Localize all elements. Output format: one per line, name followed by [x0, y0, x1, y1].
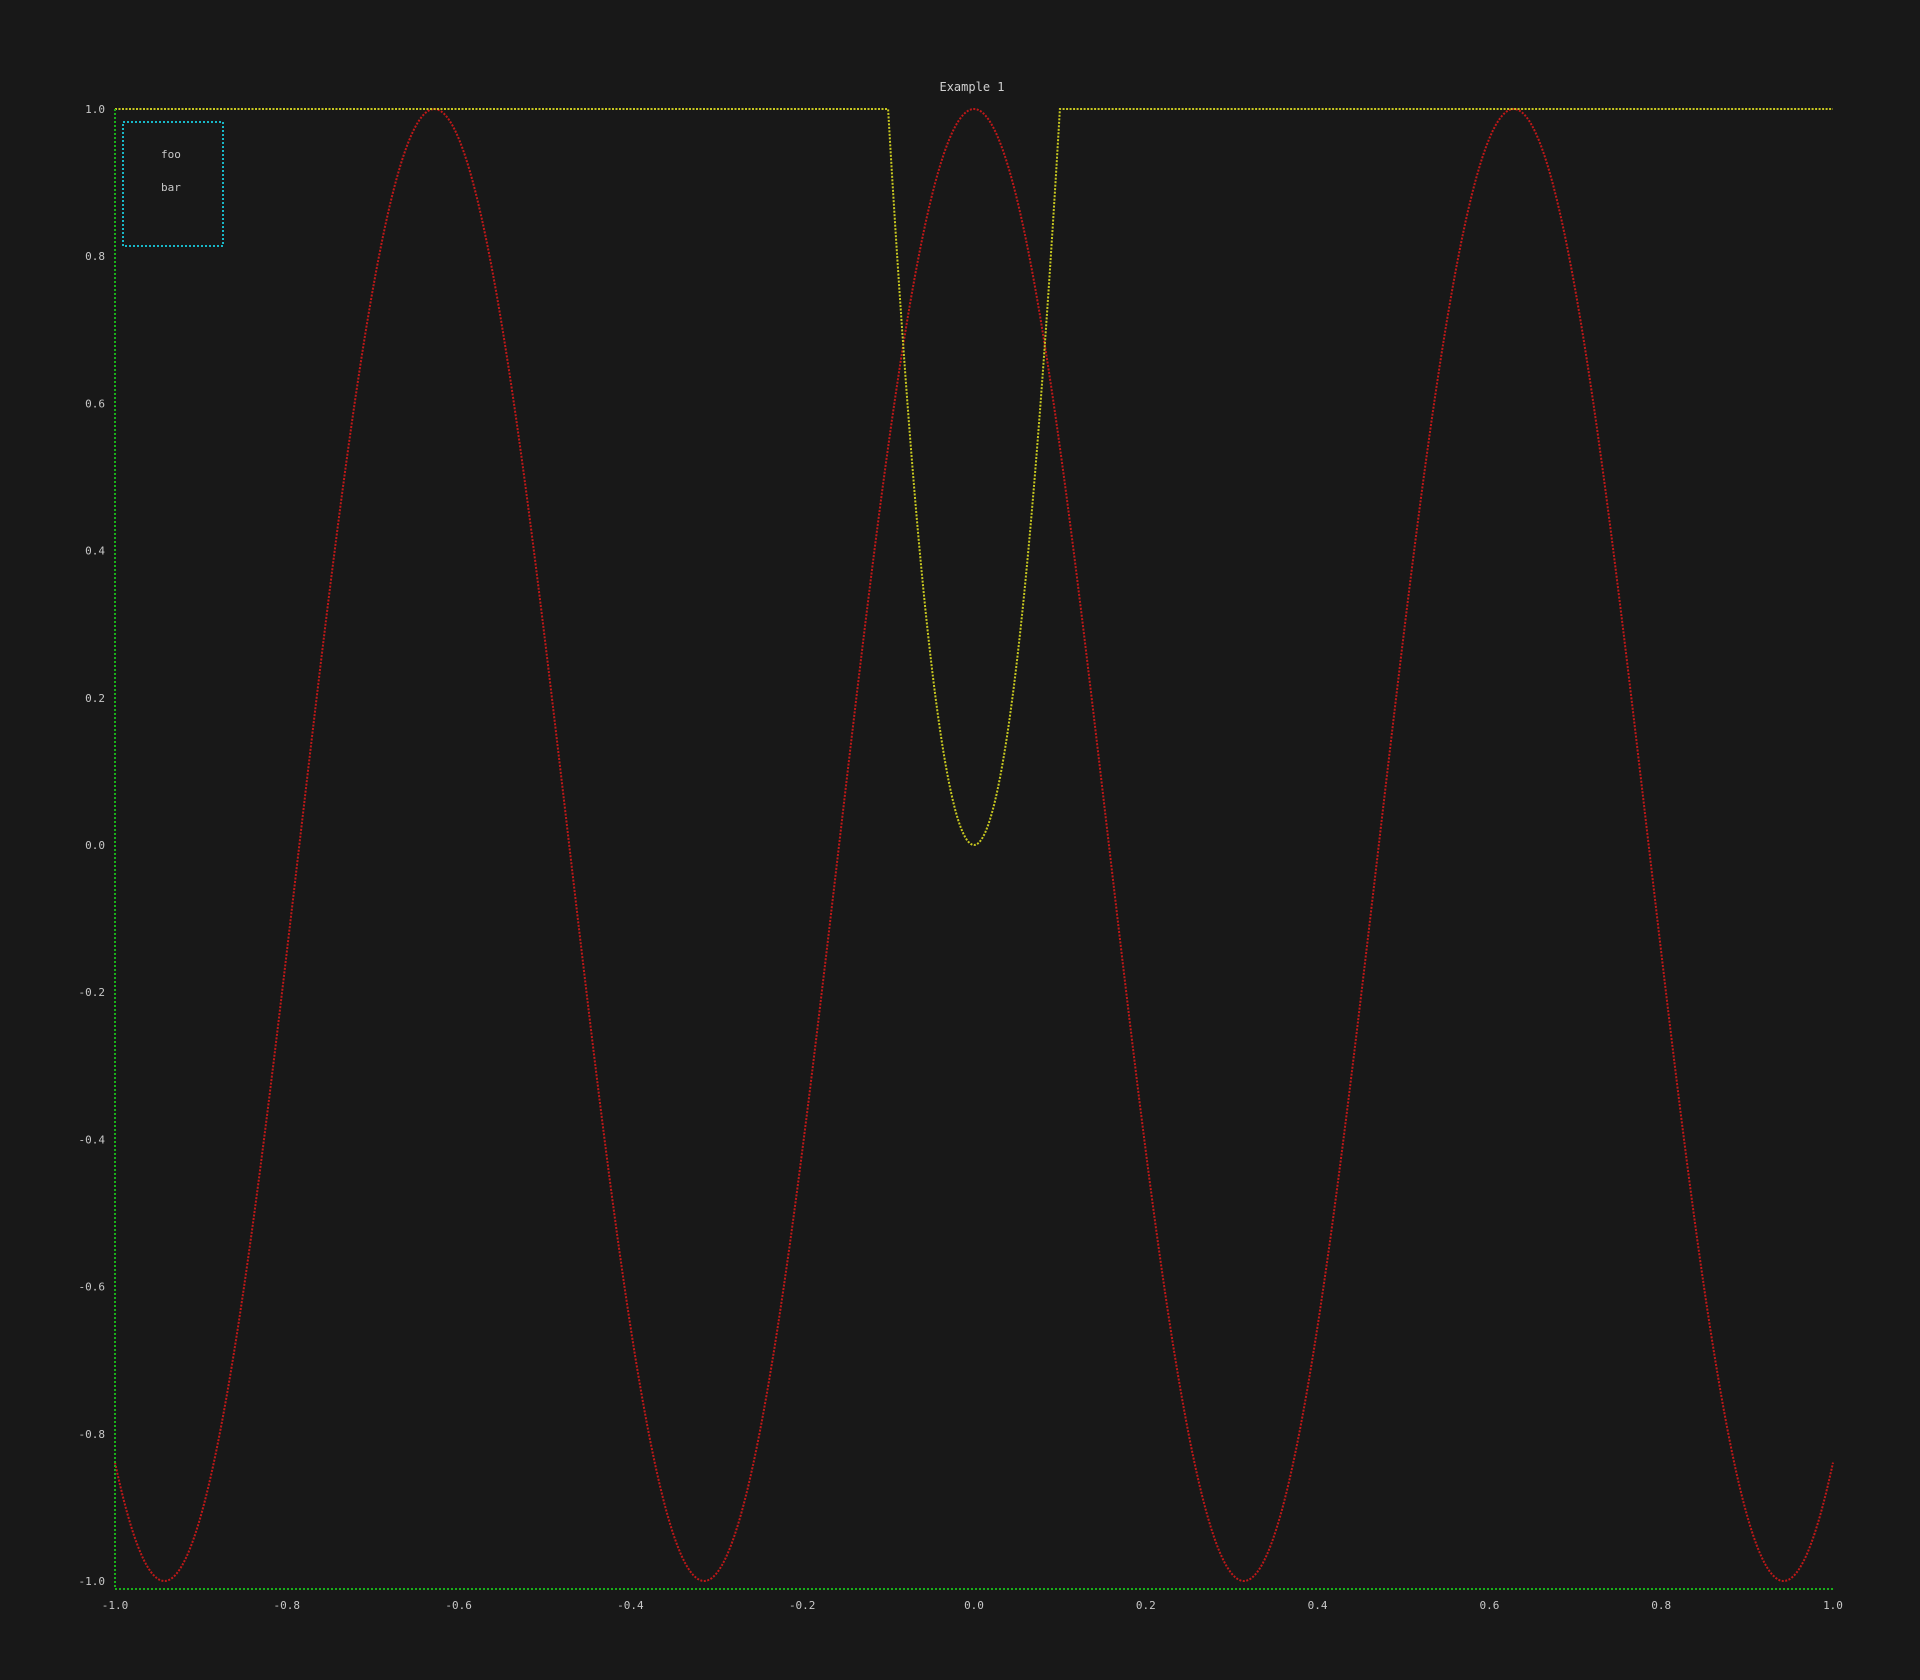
y-tick-label: -0.2: [79, 986, 106, 999]
y-tick-label: -0.6: [79, 1281, 106, 1294]
x-tick-label: -0.4: [617, 1599, 644, 1612]
ticks-layer: -1.0 -0.8 -0.6 -0.4 -0.2 0.0 0.2 0.4 0.6 0.8 1.0 1.…: [79, 103, 1843, 1612]
legend-item-foo: foo: [161, 148, 181, 161]
chart-title: Example 1: [939, 80, 1004, 94]
legend-box: [122, 121, 224, 247]
y-tick-label: 0.2: [85, 692, 105, 705]
y-tick-label: -1.0: [79, 1575, 106, 1588]
y-tick-label: 0.8: [85, 250, 105, 263]
x-tick-label: -0.6: [445, 1599, 472, 1612]
x-tick-label: 0.4: [1308, 1599, 1328, 1612]
x-tick-label: 0.2: [1136, 1599, 1156, 1612]
legend: foo bar: [122, 121, 224, 247]
x-tick-label: 0.6: [1479, 1599, 1499, 1612]
y-tick-label: 0.6: [85, 397, 105, 410]
x-tick-label: -0.2: [789, 1599, 816, 1612]
x-tick-label: -1.0: [102, 1599, 129, 1612]
axes-layer: [114, 109, 1833, 1590]
series-line-foo: [114, 107, 1834, 1582]
series-line-bar: [115, 108, 1833, 847]
legend-item-bar: bar: [161, 181, 181, 194]
y-tick-label: -0.8: [79, 1428, 106, 1441]
series-layer: [114, 107, 1834, 1582]
y-tick-label: -0.4: [79, 1133, 106, 1146]
x-tick-label: 0.0: [964, 1599, 984, 1612]
x-tick-label: -0.8: [274, 1599, 301, 1612]
x-tick-label: 0.8: [1651, 1599, 1671, 1612]
y-tick-label: 0.4: [85, 545, 105, 558]
x-tick-label: 1.0: [1823, 1599, 1843, 1612]
y-tick-label: 0.0: [85, 839, 105, 852]
y-tick-label: 1.0: [85, 103, 105, 116]
